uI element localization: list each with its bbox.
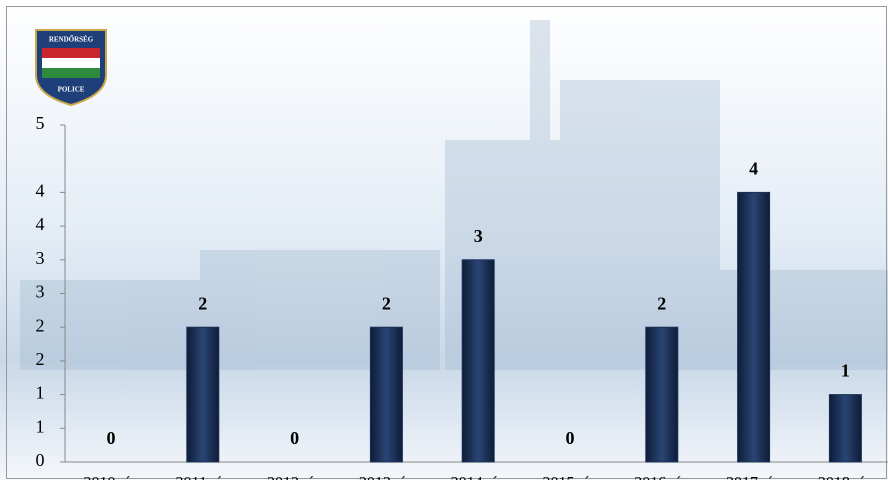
x-tick-label: 2013. év (359, 475, 414, 480)
y-tick-label: 0 (36, 450, 45, 470)
y-tick-label: 2 (36, 349, 45, 369)
frame (6, 6, 887, 479)
x-tick-label: 2017. év (726, 475, 781, 480)
x-tick-label: 2010. év (83, 475, 138, 480)
logo-top: RENDŐRSÉG (49, 36, 94, 44)
value-label: 3 (474, 226, 483, 246)
value-label: 1 (841, 361, 850, 381)
y-tick-label: 3 (36, 248, 45, 268)
x-tick-label: 2012. év (267, 475, 322, 480)
value-label: 2 (382, 293, 391, 313)
bar (737, 191, 771, 463)
x-tick-label: 2015. év (542, 475, 597, 480)
y-tick-label: 4 (36, 181, 45, 201)
y-tick-label: 2 (36, 315, 45, 335)
value-label: 0 (566, 428, 575, 448)
y-tick-label: 1 (36, 383, 45, 403)
value-label: 0 (107, 428, 116, 448)
bar (461, 259, 495, 463)
x-tick-label: 2016. év (634, 475, 689, 480)
y-tick-label: 1 (36, 416, 45, 436)
y-tick-label: 4 (36, 214, 45, 234)
x-tick-label: 2014. év (451, 475, 506, 480)
bar (828, 394, 862, 463)
y-tick-label: 3 (36, 282, 45, 302)
y-tick-label: 5 (36, 113, 45, 133)
value-label: 0 (290, 428, 299, 448)
value-label: 4 (749, 159, 758, 179)
x-tick-label: 2011. év (176, 475, 231, 480)
logo: RENDŐRSÉG POLICE (35, 29, 107, 107)
bar (645, 326, 679, 463)
value-label: 2 (198, 293, 207, 313)
value-label: 2 (657, 293, 666, 313)
x-tick-label: 2018. év (818, 475, 873, 480)
bar (369, 326, 403, 463)
logo-bottom: POLICE (58, 86, 85, 94)
bar (186, 326, 220, 463)
